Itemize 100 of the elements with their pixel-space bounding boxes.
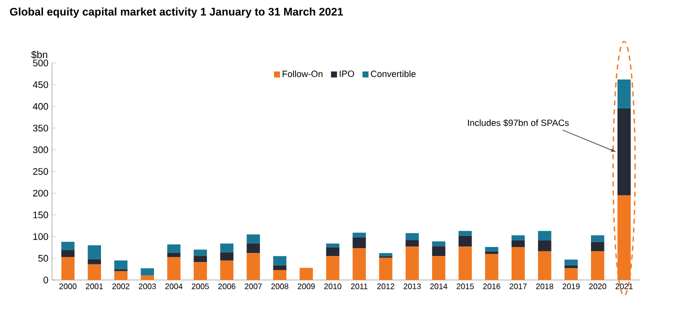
x-tick-label: 2008 bbox=[271, 284, 288, 290]
bar bbox=[140, 276, 154, 280]
bar bbox=[88, 259, 102, 264]
bar bbox=[538, 251, 552, 280]
bar bbox=[167, 252, 180, 257]
bar bbox=[432, 246, 446, 256]
x-tick-label: 2021 bbox=[616, 284, 633, 290]
bar bbox=[88, 245, 102, 260]
bar bbox=[591, 242, 604, 252]
bar bbox=[485, 251, 498, 254]
bar bbox=[326, 256, 340, 280]
bar bbox=[564, 265, 578, 268]
y-tick-label: 50 bbox=[38, 254, 48, 262]
bar bbox=[617, 79, 631, 109]
x-tick-label: 2006 bbox=[218, 284, 236, 290]
x-tick-label: 2012 bbox=[377, 284, 394, 290]
x-tick-label: 2014 bbox=[430, 284, 448, 290]
bar bbox=[114, 271, 128, 280]
legend-label: Convertible bbox=[370, 70, 416, 78]
x-tick-label: 2000 bbox=[59, 284, 76, 290]
bar bbox=[432, 241, 446, 246]
y-tick-label: 200 bbox=[33, 190, 48, 197]
y-tick-label: 450 bbox=[32, 81, 48, 88]
annotation: Includes $97bn of SPACs bbox=[468, 119, 569, 127]
bar bbox=[61, 242, 75, 250]
x-tick-label: 2007 bbox=[244, 284, 262, 290]
y-tick-label: 500 bbox=[33, 60, 48, 66]
bar bbox=[352, 248, 366, 280]
bar bbox=[273, 270, 286, 280]
bar bbox=[406, 240, 419, 247]
bar bbox=[432, 256, 446, 280]
bar bbox=[458, 230, 472, 236]
x-tick-label: 2011 bbox=[351, 284, 368, 290]
x-tick-label: 2010 bbox=[324, 284, 342, 290]
y-axis-title: $bn bbox=[31, 50, 48, 59]
x-tick-label: 2016 bbox=[483, 284, 500, 290]
x-tick-label: 2001 bbox=[86, 284, 103, 290]
bar bbox=[246, 253, 260, 280]
bar bbox=[273, 256, 286, 266]
x-tick-label: 2017 bbox=[510, 284, 527, 290]
x-tick-label: 2019 bbox=[562, 284, 580, 290]
bar bbox=[61, 256, 75, 280]
bar bbox=[326, 244, 340, 248]
y-tick-label: 400 bbox=[32, 103, 48, 110]
y-tick-label: 300 bbox=[32, 146, 48, 154]
y-tick-label: 0 bbox=[44, 276, 48, 284]
bar bbox=[326, 247, 340, 256]
bar bbox=[220, 244, 234, 252]
bar bbox=[352, 237, 366, 248]
bar bbox=[220, 260, 234, 280]
x-tick-label: 2009 bbox=[298, 284, 315, 290]
bar bbox=[379, 253, 392, 256]
bar bbox=[61, 250, 75, 257]
bar bbox=[194, 250, 207, 256]
bar bbox=[512, 235, 525, 240]
bar bbox=[591, 251, 604, 280]
bar bbox=[512, 247, 525, 280]
chart-title: Global equity capital market activity 1 January to 31 March 2021 bbox=[10, 8, 344, 18]
bar bbox=[167, 244, 180, 253]
bar bbox=[220, 252, 234, 260]
x-tick-label: 2004 bbox=[165, 284, 183, 290]
bar bbox=[167, 256, 180, 280]
bar bbox=[458, 246, 472, 280]
bar bbox=[485, 254, 498, 280]
bar bbox=[406, 246, 419, 280]
bar bbox=[538, 240, 552, 252]
y-tick-label: 250 bbox=[33, 168, 48, 175]
x-tick-label: 2003 bbox=[138, 284, 156, 290]
x-tick-label: 2005 bbox=[192, 284, 209, 290]
y-tick-label: 350 bbox=[32, 124, 48, 132]
x-tick-label: 2020 bbox=[589, 284, 606, 290]
bar bbox=[591, 235, 604, 242]
x-tick-label: 2015 bbox=[456, 284, 474, 290]
bar bbox=[246, 234, 260, 244]
bar bbox=[458, 236, 472, 247]
bar bbox=[485, 247, 498, 252]
bar bbox=[88, 264, 102, 280]
bar bbox=[564, 268, 578, 280]
bar bbox=[379, 258, 392, 280]
y-tick-label: 100 bbox=[33, 233, 48, 240]
bar bbox=[194, 262, 207, 280]
bar bbox=[300, 268, 313, 280]
bar bbox=[114, 260, 128, 270]
bar bbox=[140, 268, 154, 276]
x-tick-label: 2002 bbox=[112, 284, 130, 290]
x-tick-label: 2018 bbox=[536, 284, 554, 290]
bar bbox=[406, 233, 419, 240]
x-tick-label: 2013 bbox=[404, 284, 421, 290]
y-tick-label: 150 bbox=[33, 212, 48, 218]
bar bbox=[617, 195, 631, 280]
bar bbox=[617, 108, 631, 196]
legend-label: Follow-On bbox=[282, 70, 322, 78]
bar bbox=[194, 256, 207, 262]
bar bbox=[246, 244, 260, 254]
bar bbox=[538, 230, 552, 240]
bar bbox=[564, 260, 578, 266]
bar bbox=[352, 232, 366, 238]
bar bbox=[273, 265, 286, 270]
bar bbox=[512, 240, 525, 248]
legend-label: IPO bbox=[340, 70, 354, 77]
